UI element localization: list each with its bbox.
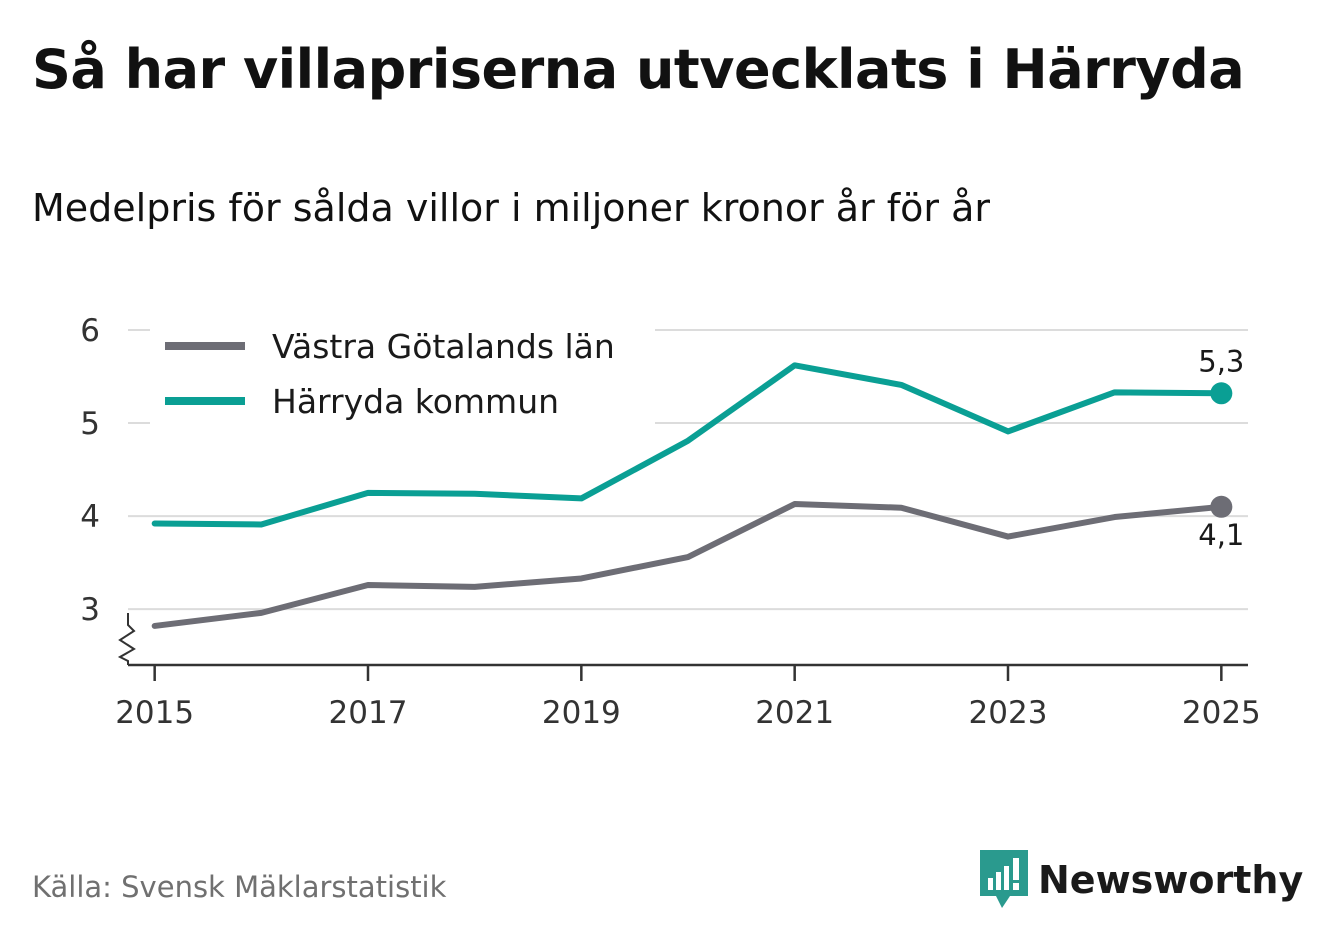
x-tick-label-2025: 2025 (1182, 695, 1261, 731)
y-tick-label-3: 3 (80, 592, 100, 628)
legend-label-vastra-gotaland: Västra Götalands län (272, 327, 615, 366)
series-end-dot-1 (1210, 382, 1233, 405)
chart-title: Så har villapriserna utvecklats i Härryd… (32, 38, 1245, 101)
brand-name: Newsworthy (1038, 858, 1304, 902)
y-tick-label-4: 4 (80, 499, 100, 535)
x-tick-label-2023: 2023 (969, 695, 1048, 731)
end-labels: 4,1 5,3 (1198, 344, 1244, 552)
series (151, 362, 1233, 629)
source-note: Källa: Svensk Mäklarstatistik (32, 870, 447, 904)
x-tick-label-2017: 2017 (329, 695, 408, 731)
chart-subtitle: Medelpris för sålda villor i miljoner kr… (32, 186, 991, 230)
x-tick-label-2021: 2021 (755, 695, 834, 731)
brand-logo: Newsworthy (980, 850, 1303, 910)
x-tick-label-2015: 2015 (115, 695, 194, 731)
legend-label-harryda: Härryda kommun (272, 382, 559, 421)
series-end-dot-0 (1210, 495, 1233, 518)
series-line-1 (151, 362, 1225, 528)
legend-background (150, 322, 655, 430)
legend: Västra Götalands län Härryda kommun (150, 322, 655, 430)
y-axis-break (117, 613, 136, 665)
y-tick-label-6: 6 (80, 313, 100, 349)
line-chart: 3 4 5 6 2015 2017 2019 2021 2023 2025 4,1 5,3 Väst… (80, 313, 1261, 731)
newsworthy-icon (980, 850, 1028, 908)
x-tick-label-2019: 2019 (542, 695, 621, 731)
series-line-0 (151, 501, 1225, 629)
end-label-0: 4,1 (1198, 518, 1244, 552)
axes: 3 4 5 6 2015 2017 2019 2021 2023 2025 (80, 313, 1261, 731)
end-label-1: 5,3 (1198, 344, 1244, 378)
y-tick-label-5: 5 (80, 406, 100, 442)
